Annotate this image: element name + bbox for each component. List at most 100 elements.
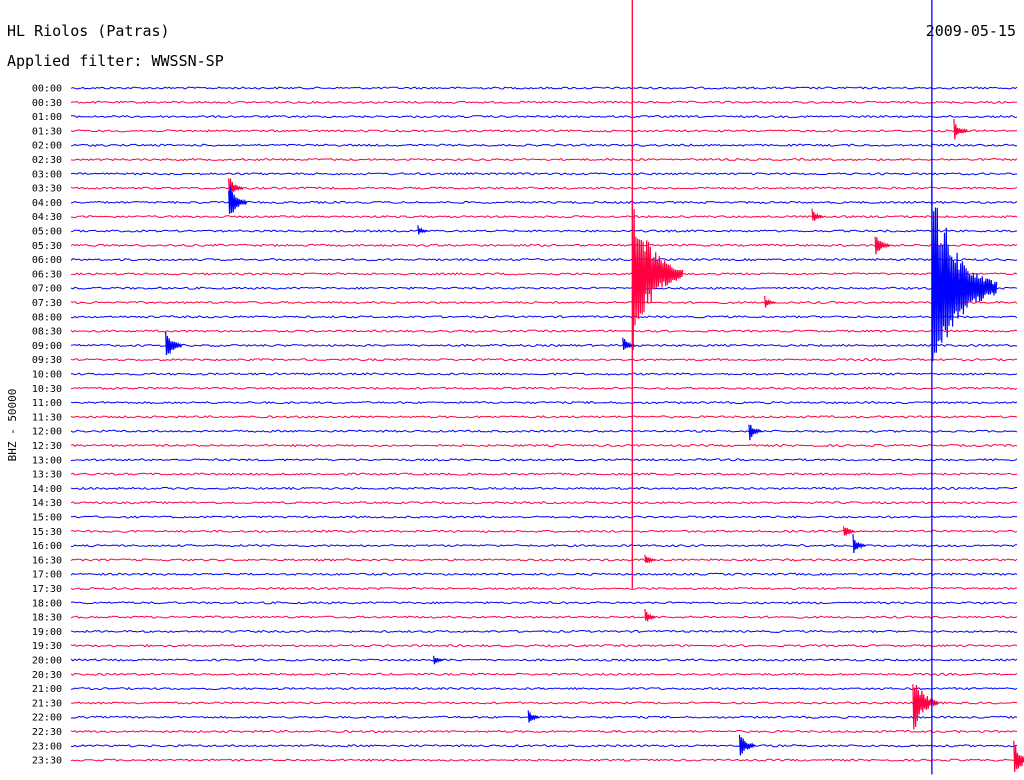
trace-row-0200: [70, 143, 1018, 147]
row-time-label: 08:30: [32, 327, 62, 338]
row-time-label: 02:00: [32, 141, 62, 152]
trace-row-1430: [70, 501, 1018, 505]
trace-row-1230: [70, 443, 1018, 448]
event-burst-12: [843, 526, 855, 536]
row-time-label: 06:00: [32, 255, 62, 266]
trace-row-1000: [70, 372, 1018, 376]
event-burst-15: [644, 608, 657, 622]
row-time-label: 07:00: [32, 284, 62, 295]
row-time-label: 10:30: [32, 384, 62, 395]
trace-row-0900: [70, 343, 1018, 348]
event-burst-14: [644, 554, 657, 564]
trace-row-1930: [70, 643, 1018, 648]
row-time-label: 16:30: [32, 555, 62, 566]
row-time-label: 20:00: [32, 656, 62, 667]
trace-row-0830: [70, 329, 1018, 333]
trace-row-1530: [70, 529, 1018, 533]
row-time-label: 23:30: [32, 756, 62, 767]
row-time-label: 13:00: [32, 455, 62, 466]
row-time-label: 12:00: [32, 427, 62, 438]
row-time-label: 11:00: [32, 398, 62, 409]
row-time-label: 03:00: [32, 169, 62, 180]
trace-row-1400: [70, 486, 1018, 491]
trace-row-0230: [70, 157, 1018, 162]
trace-row-1830: [70, 615, 1018, 619]
trace-row-0130: [70, 129, 1018, 133]
event-burst-7: [931, 179, 998, 362]
row-time-label: 08:00: [32, 312, 62, 323]
trace-row-0400: [70, 200, 1018, 205]
row-time-label: 17:30: [32, 584, 62, 595]
event-burst-11: [748, 424, 763, 441]
trace-row-1500: [70, 515, 1018, 519]
row-time-label: 18:00: [32, 598, 62, 609]
row-time-label: 10:00: [32, 370, 62, 381]
trace-row-1630: [70, 558, 1018, 562]
row-time-label: 02:30: [32, 155, 62, 166]
trace-row-1600: [70, 543, 1018, 548]
row-time-label: 05:30: [32, 241, 62, 252]
trace-row-2130: [70, 701, 1018, 705]
trace-row-2200: [70, 715, 1018, 719]
row-time-label: 19:30: [32, 641, 62, 652]
event-burst-0: [953, 118, 968, 140]
trace-row-1200: [70, 429, 1018, 433]
event-burst-9: [165, 331, 183, 356]
row-time-label: 14:00: [32, 484, 62, 495]
row-time-label: 05:00: [32, 227, 62, 238]
row-time-label: 04:00: [32, 198, 62, 209]
row-time-label: 09:30: [32, 355, 62, 366]
channel-axis-label: BHZ - 50000: [6, 389, 19, 462]
trace-row-0600: [70, 257, 1018, 262]
trace-row-2100: [70, 686, 1018, 691]
row-time-label: 22:30: [32, 727, 62, 738]
trace-row-1130: [70, 415, 1018, 419]
trace-row-0530: [70, 243, 1018, 247]
row-time-label: 13:30: [32, 470, 62, 481]
trace-row-1900: [70, 629, 1018, 634]
row-time-label: 14:30: [32, 498, 62, 509]
event-burst-3: [417, 225, 429, 235]
trace-row-0430: [70, 215, 1018, 219]
trace-row-0330: [70, 186, 1018, 190]
row-time-label: 04:30: [32, 212, 62, 223]
row-time-label: 21:30: [32, 698, 62, 709]
row-time-label: 00:00: [32, 84, 62, 95]
trace-row-2000: [70, 658, 1018, 662]
event-burst-16: [433, 655, 444, 665]
trace-row-2300: [70, 744, 1018, 748]
trace-row-1030: [70, 386, 1018, 391]
trace-row-0700: [70, 286, 1018, 290]
trace-row-1700: [70, 572, 1018, 576]
event-burst-4: [811, 208, 824, 221]
row-time-label: 20:30: [32, 670, 62, 681]
trace-row-1730: [70, 586, 1018, 591]
row-time-label: 06:30: [32, 269, 62, 280]
seismic-traces: [70, 0, 1024, 775]
trace-row-1330: [70, 472, 1018, 476]
event-burst-5: [874, 236, 891, 255]
row-time-label: 15:30: [32, 527, 62, 538]
trace-row-2230: [70, 729, 1018, 734]
row-time-label: 17:00: [32, 570, 62, 581]
row-time-label: 11:30: [32, 412, 62, 423]
event-burst-13: [852, 534, 867, 554]
station-title: HL Riolos (Patras): [7, 22, 170, 40]
trace-row-2030: [70, 672, 1018, 676]
trace-row-0000: [70, 86, 1018, 90]
trace-row-1100: [70, 400, 1018, 405]
trace-row-0930: [70, 358, 1018, 362]
row-time-label: 16:00: [32, 541, 62, 552]
event-burst-6: [631, 197, 684, 351]
event-burst-2: [228, 186, 248, 214]
row-time-label: 09:00: [32, 341, 62, 352]
row-time-label: 21:00: [32, 684, 62, 695]
event-burst-19: [738, 734, 756, 756]
row-time-label: 19:00: [32, 627, 62, 638]
trace-row-1300: [70, 458, 1018, 462]
row-time-label: 01:30: [32, 126, 62, 137]
trace-row-1800: [70, 601, 1018, 605]
recording-date: 2009-05-15: [926, 22, 1016, 40]
trace-row-0630: [70, 272, 1018, 276]
trace-row-0800: [70, 315, 1018, 319]
